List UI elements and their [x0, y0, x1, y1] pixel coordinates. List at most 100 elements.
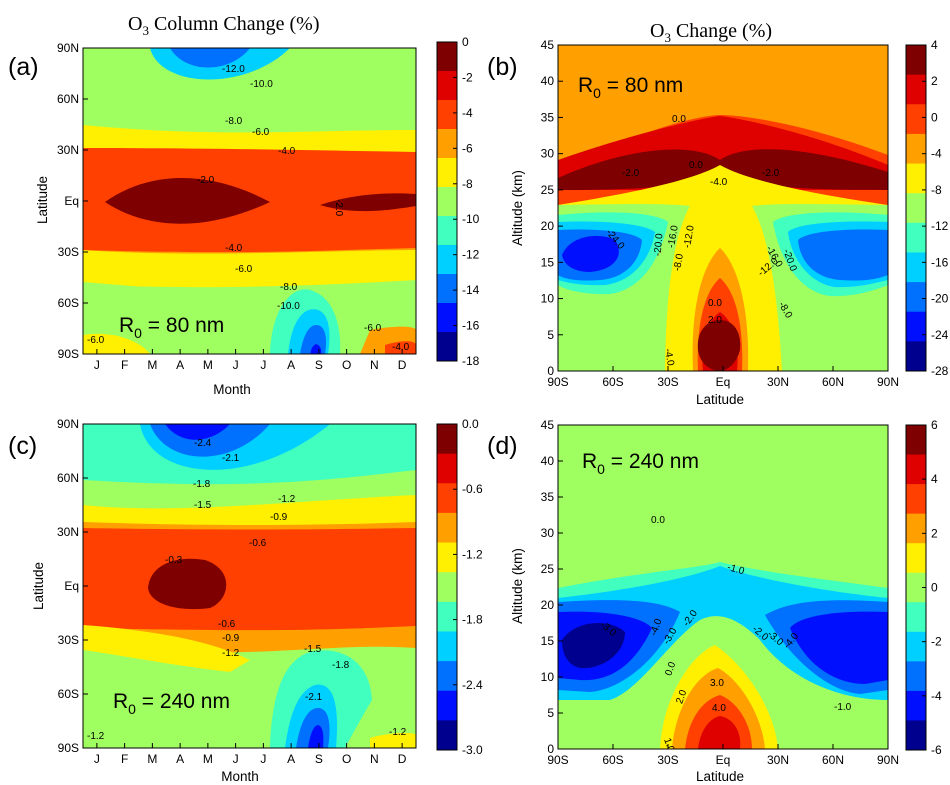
- colorbar-segment: [437, 601, 457, 632]
- colorbar-segment: [906, 193, 926, 224]
- colorbar-tick-label: -6: [462, 141, 473, 155]
- y-tick-label: 0: [547, 742, 554, 756]
- x-tick-label: 90S: [547, 753, 568, 767]
- x-tick-label: J: [94, 752, 100, 766]
- y-tick-label: 20: [541, 219, 555, 233]
- svg-text:-1.8: -1.8: [332, 660, 350, 671]
- svg-text:-0.9: -0.9: [270, 512, 288, 523]
- colorbar-a: 0 -2 -4 -6 -8 -10 -12 -14 -16 -18: [436, 35, 480, 368]
- x-tick-label: 90S: [547, 375, 568, 389]
- colorbar-tick-label: -28: [931, 364, 949, 378]
- svg-text:-1.2: -1.2: [87, 731, 105, 742]
- colorbar-segment: [906, 543, 926, 574]
- y-tick-label: 30N: [57, 143, 79, 157]
- colorbar-segment: [437, 245, 457, 275]
- colorbar-tick-label: -6: [931, 743, 942, 757]
- y-tick-label: 60S: [58, 296, 79, 310]
- colorbar-tick-label: -2: [931, 635, 942, 649]
- colorbar-tick-label: 4: [931, 472, 938, 486]
- svg-text:-2.0: -2.0: [333, 199, 344, 217]
- colorbar-segment: [437, 631, 457, 662]
- svg-text:-2.0: -2.0: [762, 168, 780, 179]
- heatmap-b: 0.0 -2.0 0.0 -4.0 -2.0 -24.0 -20.0 -16.0…: [558, 45, 888, 371]
- x-tick-label: 30N: [767, 753, 789, 767]
- colorbar-tick-label: 0: [931, 581, 938, 595]
- colorbar-tick-label: -1.2: [462, 547, 483, 561]
- y-tick-label: 40: [541, 454, 555, 468]
- y-tick-label: 60N: [57, 471, 79, 485]
- x-tick-label: M: [203, 752, 213, 766]
- colorbar-tick-label: -2: [462, 70, 473, 84]
- svg-text:-2.1: -2.1: [222, 453, 240, 464]
- annotation-b: R0 = 80 nm: [578, 74, 683, 101]
- colorbar-tick-label: -4: [931, 689, 942, 703]
- colorbar-tick-label: -16: [931, 255, 949, 269]
- svg-text:-4.0: -4.0: [662, 348, 676, 367]
- svg-text:-4.0: -4.0: [225, 243, 243, 254]
- svg-text:-2.0: -2.0: [197, 175, 215, 186]
- colorbar-segment: [437, 542, 457, 573]
- svg-text:-12.0: -12.0: [682, 224, 697, 249]
- colorbar-segment: [906, 602, 926, 633]
- svg-text:-16.0: -16.0: [666, 224, 681, 249]
- x-tick-label: S: [315, 358, 323, 372]
- y-tick-label: Eq: [64, 194, 79, 208]
- colorbar-segment: [906, 484, 926, 515]
- colorbar-segment: [437, 158, 457, 188]
- xlabel-c: Month: [221, 769, 259, 784]
- svg-text:-2.4: -2.4: [194, 438, 212, 449]
- colorbar-segment: [906, 74, 926, 105]
- colorbar-segment: [437, 129, 457, 159]
- svg-text:-1.5: -1.5: [304, 644, 322, 655]
- colorbar-segment: [906, 133, 926, 165]
- y-tick-label: 5: [547, 328, 554, 342]
- svg-text:-2.1: -2.1: [305, 692, 323, 703]
- svg-text:-1.2: -1.2: [389, 727, 407, 738]
- colorbar-tick-label: -12: [931, 219, 949, 233]
- colorbar-segment: [906, 163, 926, 194]
- x-tick-label: J: [233, 358, 239, 372]
- x-tick-label: S: [315, 752, 323, 766]
- y-tick-label: 15: [541, 634, 555, 648]
- colorbar-tick-label: -8: [462, 177, 473, 191]
- svg-text:-1.2: -1.2: [278, 494, 296, 505]
- svg-text:4.0: 4.0: [712, 703, 726, 714]
- colorbar-segment: [437, 512, 457, 544]
- panel-label-a: (a): [8, 53, 39, 81]
- colorbar-b: 4 2 0 -4 -8 -12 -16 -20 -24 -28: [905, 38, 949, 378]
- svg-text:-0.3: -0.3: [165, 555, 183, 566]
- colorbar-tick-label: -24: [931, 328, 949, 342]
- colorbar-tick-label: -14: [462, 283, 480, 297]
- svg-text:2.0: 2.0: [674, 688, 689, 705]
- svg-text:-6.0: -6.0: [235, 264, 253, 275]
- y-tick-label: 30N: [57, 525, 79, 539]
- ticks-b: 90S 60S 30S Eq 30N 60N 90N 0 5 10 15 20 25 30 35 40 45: [541, 38, 899, 389]
- colorbar-tick-label: -10: [462, 212, 480, 226]
- x-tick-label: F: [121, 752, 128, 766]
- y-tick-label: 90S: [58, 741, 79, 755]
- x-tick-label: M: [203, 358, 213, 372]
- y-tick-label: 25: [541, 183, 555, 197]
- colorbar-segment: [437, 100, 457, 130]
- heatmap-c: -2.4 -2.1 -1.8 -1.5 -1.2 -0.9 -0.6 -0.3 …: [83, 424, 416, 748]
- colorbar-segment: [906, 425, 926, 456]
- colorbar-segment: [437, 483, 457, 514]
- colorbar-segment: [437, 661, 457, 692]
- svg-text:-1.8: -1.8: [193, 479, 211, 490]
- x-tick-label: Eq: [716, 375, 731, 389]
- svg-text:-6.0: -6.0: [364, 323, 382, 334]
- x-tick-label: M: [147, 358, 157, 372]
- x-tick-label: F: [121, 358, 128, 372]
- colorbar-tick-label: 2: [931, 526, 938, 540]
- colorbar-segment: [437, 216, 457, 246]
- x-tick-label: 60N: [822, 375, 844, 389]
- svg-text:-10.0: -10.0: [277, 301, 300, 312]
- colorbar-segment: [437, 274, 457, 304]
- colorbar-segment: [906, 720, 926, 751]
- svg-text:3.0: 3.0: [710, 678, 724, 689]
- colorbar-segment: [437, 424, 457, 455]
- svg-text:-1.5: -1.5: [194, 500, 212, 511]
- colorbar-segment: [437, 453, 457, 484]
- y-tick-label: 10: [541, 670, 555, 684]
- y-tick-label: 60N: [57, 92, 79, 106]
